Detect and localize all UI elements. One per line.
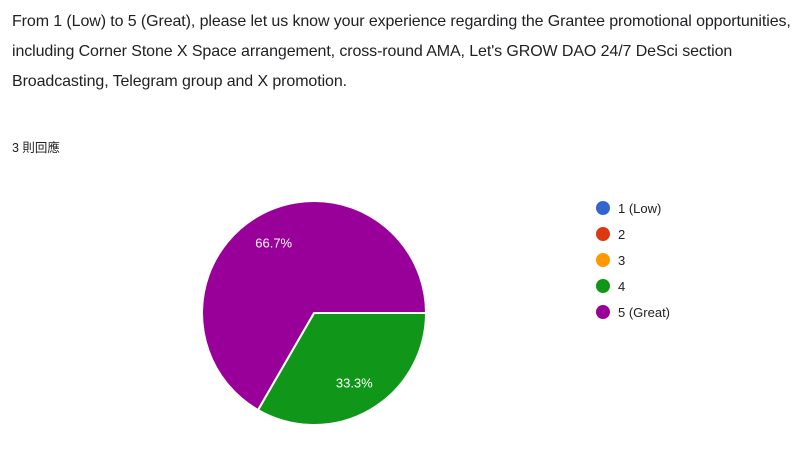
- legend-item: 3: [596, 247, 670, 273]
- response-count: 3 則回應: [12, 141, 60, 155]
- legend-label: 4: [618, 278, 626, 294]
- legend-item: 2: [596, 221, 670, 247]
- chart-legend: 1 (Low) 2 3 4 5 (Great): [596, 195, 670, 325]
- legend-label: 1 (Low): [618, 200, 662, 216]
- legend-dot-icon: [596, 227, 610, 241]
- question-title: From 1 (Low) to 5 (Great), please let us…: [12, 13, 791, 90]
- legend-item: 4: [596, 273, 670, 299]
- pie-slice-label: 66.7%: [255, 236, 292, 251]
- pie-slice-5: [201, 200, 427, 411]
- pie-slice-4: [257, 312, 427, 426]
- legend-item: 5 (Great): [596, 299, 670, 325]
- legend-item: 1 (Low): [596, 195, 670, 221]
- legend-dot-icon: [596, 279, 610, 293]
- legend-dot-icon: [596, 253, 610, 267]
- legend-label: 3: [618, 252, 626, 268]
- legend-dot-icon: [596, 305, 610, 319]
- pie-slice-label: 33.3%: [336, 375, 373, 390]
- legend-label: 5 (Great): [618, 304, 671, 320]
- pie-chart: 33.3% 66.7%: [199, 198, 429, 428]
- legend-label: 2: [618, 226, 626, 242]
- legend-dot-icon: [596, 201, 610, 215]
- pie-chart-svg: 33.3% 66.7%: [201, 200, 427, 426]
